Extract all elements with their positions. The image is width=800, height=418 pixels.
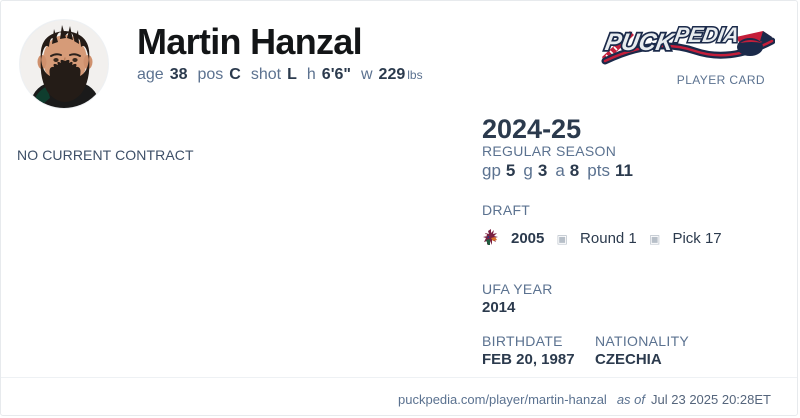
svg-text:PUCK: PUCK: [603, 29, 677, 56]
svg-text:PEDIA: PEDIA: [673, 24, 741, 47]
